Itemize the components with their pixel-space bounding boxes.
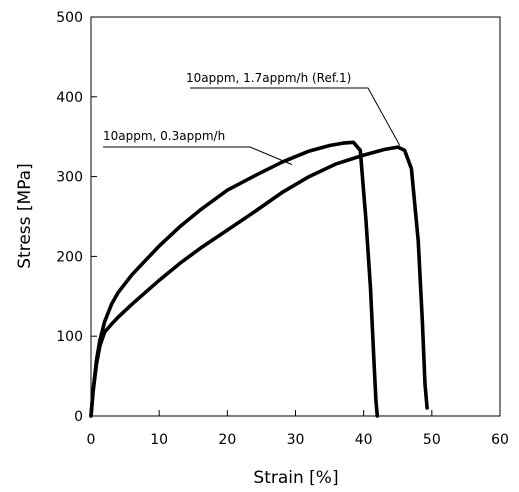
annotation-label-1: 10appm, 1.7appm/h (Ref.1) xyxy=(186,71,351,85)
y-tick-label: 500 xyxy=(56,10,83,26)
y-tick-label: 100 xyxy=(56,329,83,345)
annotation-leader-1 xyxy=(190,87,401,146)
annotation-leader-2 xyxy=(103,146,293,166)
y-tick-label: 300 xyxy=(56,170,83,186)
x-tick-label: 30 xyxy=(287,432,305,448)
y-axis-title: Stress [MPa] xyxy=(15,163,35,269)
series-line-1 xyxy=(89,140,380,418)
y-tick-label: 200 xyxy=(56,249,83,265)
x-tick-label: 60 xyxy=(491,432,509,448)
x-tick-label: 50 xyxy=(423,432,441,448)
x-axis-ticks: 0 10 20 30 40 50 60 xyxy=(87,410,509,448)
series-line-2 xyxy=(89,145,429,418)
annotation-layer: 10appm, 1.7appm/h (Ref.1) 10appm, 0.3appm… xyxy=(103,71,401,166)
y-tick-label: 0 xyxy=(74,409,83,425)
x-tick-label: 10 xyxy=(150,432,168,448)
y-tick-label: 400 xyxy=(56,90,83,106)
x-tick-label: 20 xyxy=(218,432,236,448)
x-axis-title: Strain [%] xyxy=(253,468,338,488)
x-tick-label: 0 xyxy=(87,432,96,448)
annotation-label-2: 10appm, 0.3appm/h xyxy=(103,129,225,143)
x-tick-label: 40 xyxy=(355,432,373,448)
series-layer xyxy=(89,140,429,418)
y-axis-ticks: 0 100 200 300 400 500 xyxy=(56,10,97,425)
